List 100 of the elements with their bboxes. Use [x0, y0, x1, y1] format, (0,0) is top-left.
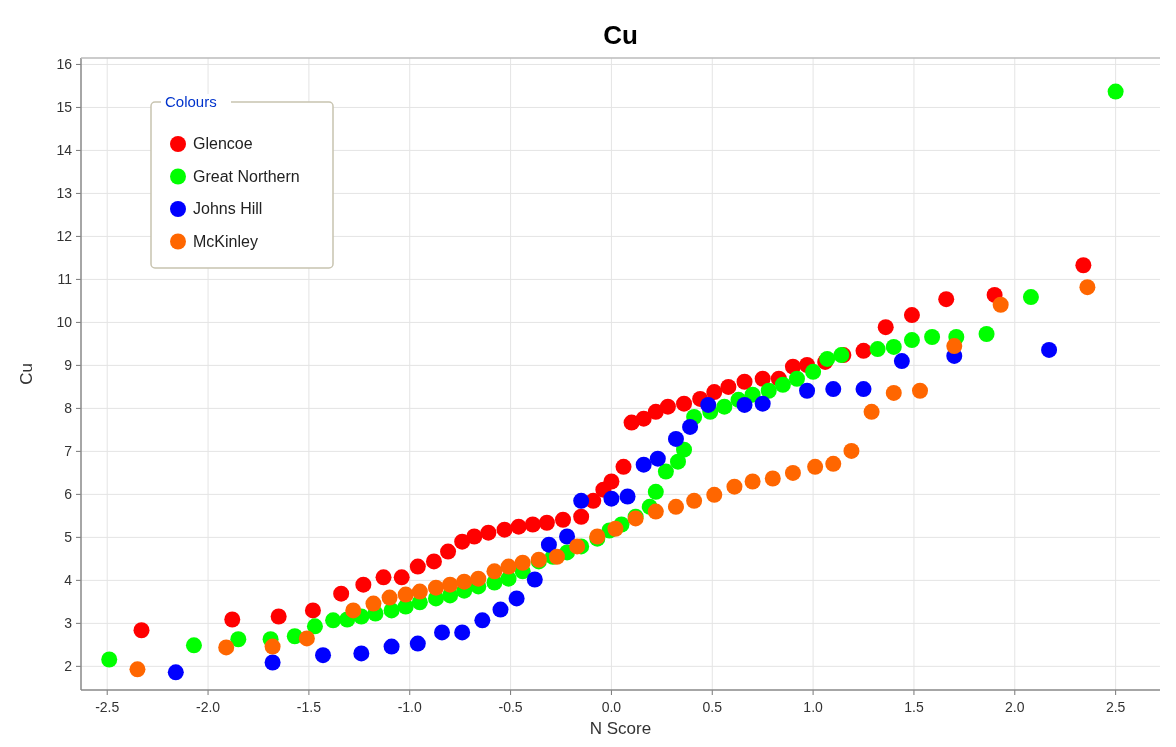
- x-axis-title: N Score: [589, 719, 652, 738]
- point: [559, 528, 576, 545]
- legend-label: Great Northern: [193, 167, 300, 185]
- point: [619, 488, 636, 505]
- point: [825, 381, 842, 398]
- point: [657, 463, 674, 480]
- point: [869, 341, 886, 358]
- point: [569, 538, 586, 555]
- point: [555, 511, 572, 528]
- point: [129, 661, 146, 678]
- x-tick-label: 0.5: [702, 699, 723, 715]
- point: [843, 442, 860, 459]
- point: [893, 353, 910, 370]
- point: [548, 548, 565, 565]
- x-tick-label: -0.5: [498, 699, 523, 715]
- x-tick-label: 1.5: [904, 699, 924, 715]
- point: [411, 583, 428, 600]
- legend-title: Colours: [165, 93, 217, 110]
- point: [855, 342, 872, 359]
- point: [500, 558, 517, 575]
- y-tick-label: 10: [56, 314, 73, 331]
- chart-title: Cu: [603, 20, 638, 50]
- point: [393, 569, 410, 586]
- point: [185, 637, 202, 654]
- y-tick-label: 12: [56, 228, 73, 245]
- point: [333, 585, 350, 602]
- point: [397, 586, 414, 603]
- point: [682, 418, 699, 435]
- point: [409, 635, 426, 652]
- point: [754, 395, 771, 412]
- point: [760, 382, 777, 399]
- y-tick-label: 13: [56, 185, 73, 202]
- point: [514, 554, 531, 571]
- point: [676, 395, 693, 412]
- point: [409, 558, 426, 575]
- x-tick-label: 2.0: [1005, 699, 1025, 715]
- point: [615, 458, 632, 475]
- point: [799, 382, 816, 399]
- legend-label: Johns Hill: [193, 200, 263, 217]
- point: [946, 338, 963, 355]
- point: [924, 329, 941, 346]
- point: [805, 363, 822, 380]
- point: [607, 520, 624, 537]
- point: [486, 563, 503, 580]
- point: [1041, 341, 1058, 358]
- point: [573, 508, 590, 525]
- point: [647, 403, 664, 420]
- point: [224, 611, 241, 628]
- point: [903, 332, 920, 349]
- point: [669, 453, 686, 470]
- point: [538, 514, 555, 531]
- point: [167, 664, 184, 681]
- point: [510, 518, 527, 535]
- x-tick-label: 2.5: [1105, 699, 1126, 715]
- legend-label: McKinley: [193, 232, 258, 250]
- x-tick-label: -1.0: [397, 699, 423, 715]
- y-tick-label: 2: [64, 658, 73, 675]
- point: [264, 638, 281, 655]
- y-tick-label: 7: [64, 443, 73, 460]
- x-tick-label: -2.0: [196, 699, 221, 715]
- point: [133, 622, 150, 639]
- point: [938, 291, 955, 308]
- point: [456, 573, 473, 590]
- point: [706, 384, 723, 401]
- point: [1079, 279, 1096, 296]
- point: [270, 608, 287, 625]
- point: [353, 645, 370, 662]
- point: [474, 612, 491, 629]
- point: [720, 378, 737, 395]
- y-axis-title: Cu: [17, 363, 36, 385]
- point: [540, 536, 557, 553]
- point: [442, 576, 459, 593]
- point: [383, 638, 400, 655]
- point: [345, 602, 362, 619]
- y-tick-label: 4: [64, 572, 73, 589]
- y-tick-label: 5: [64, 529, 73, 546]
- point: [298, 630, 315, 647]
- point: [885, 338, 902, 355]
- point: [635, 456, 652, 473]
- point: [325, 612, 342, 629]
- point: [647, 503, 664, 520]
- point: [647, 483, 664, 500]
- point: [427, 579, 444, 596]
- point: [649, 450, 666, 467]
- x-tick-label: -2.5: [95, 699, 120, 715]
- y-tick-label: 6: [64, 486, 73, 503]
- y-tick-label: 3: [64, 615, 73, 632]
- point: [573, 492, 590, 509]
- point: [218, 639, 235, 656]
- point: [659, 398, 676, 415]
- point: [440, 543, 457, 560]
- point: [306, 618, 323, 635]
- point: [508, 590, 525, 607]
- point: [716, 398, 733, 415]
- x-tick-label: 1.0: [803, 699, 824, 715]
- point: [903, 307, 920, 324]
- y-tick-label: 8: [64, 400, 73, 417]
- point: [454, 624, 471, 641]
- y-tick-label: 15: [56, 99, 73, 116]
- point: [784, 464, 801, 481]
